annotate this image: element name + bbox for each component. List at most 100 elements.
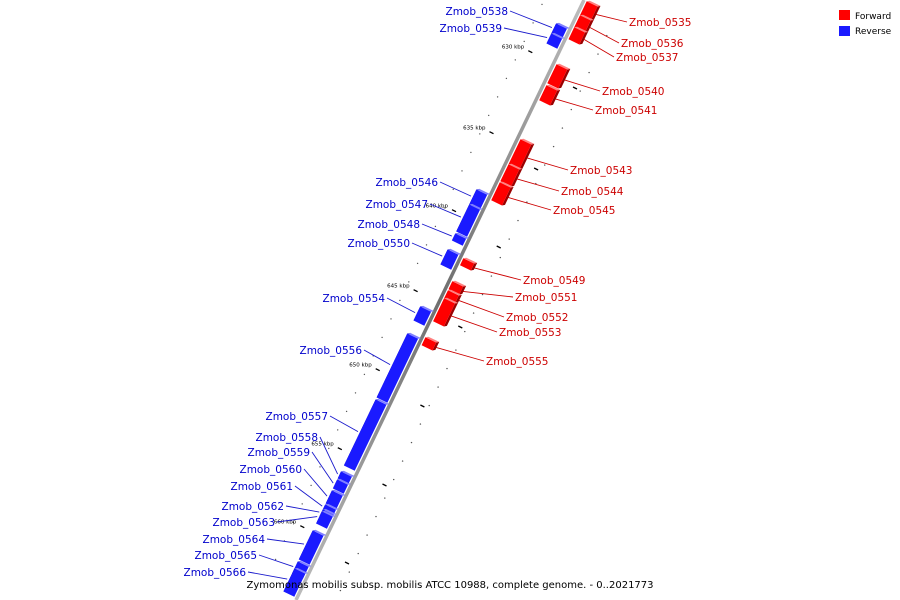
gene-label[interactable]: Zmob_0550 bbox=[348, 238, 410, 250]
gene-top bbox=[337, 478, 351, 485]
gene-zmob_0566[interactable] bbox=[283, 567, 309, 597]
gene-label[interactable]: Zmob_0549 bbox=[523, 275, 585, 287]
gene-label[interactable]: Zmob_0561 bbox=[231, 481, 293, 493]
gene-label[interactable]: Zmob_0556 bbox=[300, 345, 363, 357]
minor-tick bbox=[381, 336, 383, 339]
gene-label[interactable]: Zmob_0551 bbox=[515, 292, 577, 304]
gene-face bbox=[322, 504, 336, 515]
gene-label[interactable]: Zmob_0565 bbox=[195, 550, 257, 562]
gene-label[interactable]: Zmob_0539 bbox=[440, 23, 502, 35]
gene-zmob_0557[interactable] bbox=[343, 398, 390, 471]
gene-face bbox=[325, 490, 343, 509]
gene-zmob_0559[interactable] bbox=[332, 478, 351, 494]
gene-label[interactable]: Zmob_0558 bbox=[256, 432, 318, 444]
gene-side bbox=[432, 341, 440, 351]
leader-line bbox=[555, 98, 594, 111]
gene-label[interactable]: Zmob_0559 bbox=[248, 447, 310, 459]
gene-top bbox=[574, 26, 588, 33]
gene-zmob_0555[interactable] bbox=[421, 336, 440, 351]
gene-label[interactable]: Zmob_0536 bbox=[621, 38, 684, 50]
minor-tick bbox=[437, 386, 439, 388]
gene-label[interactable]: Zmob_0545 bbox=[553, 205, 615, 217]
minor-tick bbox=[328, 447, 330, 450]
gene-zmob_0547[interactable] bbox=[456, 203, 483, 237]
minor-tick bbox=[532, 22, 534, 24]
minor-tick bbox=[579, 90, 581, 92]
gene-zmob_0548[interactable] bbox=[451, 232, 470, 246]
gene-top bbox=[444, 297, 458, 304]
gene-zmob_0563[interactable] bbox=[316, 510, 336, 529]
gene-face bbox=[337, 471, 352, 484]
gene-zmob_0545[interactable] bbox=[491, 181, 514, 206]
gene-face bbox=[343, 399, 387, 471]
gene-zmob_0541[interactable] bbox=[539, 84, 561, 106]
leader-line bbox=[411, 242, 443, 257]
gene-zmob_0549[interactable] bbox=[460, 257, 478, 271]
gene-top bbox=[331, 489, 346, 496]
legend-reverse-label: Reverse bbox=[855, 27, 892, 37]
gene-zmob_0539[interactable] bbox=[546, 32, 566, 49]
gene-label[interactable]: Zmob_0562 bbox=[222, 501, 284, 513]
gene-side bbox=[519, 143, 535, 170]
gene-label[interactable]: Zmob_0563 bbox=[213, 517, 275, 529]
gene-zmob_0552[interactable] bbox=[444, 289, 462, 304]
leader-line bbox=[266, 538, 305, 545]
gene-zmob_0550[interactable] bbox=[440, 248, 462, 270]
minor-tick bbox=[455, 349, 457, 351]
major-tick bbox=[300, 525, 305, 529]
minor-tick bbox=[588, 71, 590, 74]
gene-label[interactable]: Zmob_0537 bbox=[616, 52, 678, 64]
gene-zmob_0556[interactable] bbox=[376, 332, 422, 403]
gene-zmob_0551[interactable] bbox=[448, 280, 467, 295]
gene-label[interactable]: Zmob_0557 bbox=[266, 411, 328, 423]
leader-line bbox=[421, 223, 452, 237]
gene-top bbox=[407, 332, 422, 339]
gene-label[interactable]: Zmob_0535 bbox=[629, 17, 691, 29]
minor-tick bbox=[425, 244, 428, 246]
gene-zmob_0561[interactable] bbox=[322, 503, 339, 515]
gene-label[interactable]: Zmob_0547 bbox=[366, 199, 428, 211]
gene-label[interactable]: Zmob_0552 bbox=[506, 312, 568, 324]
gene-label[interactable]: Zmob_0538 bbox=[446, 6, 508, 18]
minor-tick bbox=[319, 466, 321, 468]
gene-face bbox=[448, 281, 464, 295]
genome-backbone bbox=[294, 0, 586, 600]
gene-zmob_0560[interactable] bbox=[325, 489, 346, 509]
gene-label[interactable]: Zmob_0555 bbox=[486, 356, 548, 368]
gene-zmob_0544[interactable] bbox=[500, 163, 523, 187]
gene-zmob_0558[interactable] bbox=[337, 470, 355, 484]
gene-label[interactable]: Zmob_0544 bbox=[561, 186, 624, 198]
leader-line bbox=[311, 451, 334, 484]
gene-label[interactable]: Zmob_0564 bbox=[203, 534, 266, 546]
gene-face bbox=[440, 249, 459, 270]
major-tick bbox=[451, 209, 457, 213]
gene-zmob_0564[interactable] bbox=[298, 529, 327, 565]
gene-top bbox=[312, 529, 327, 536]
gene-zmob_0543[interactable] bbox=[508, 138, 535, 170]
gene-side bbox=[590, 5, 601, 21]
gene-zmob_0554[interactable] bbox=[413, 305, 435, 326]
gene-zmob_0553[interactable] bbox=[433, 297, 458, 327]
gene-top bbox=[520, 138, 535, 145]
gene-label[interactable]: Zmob_0554 bbox=[323, 293, 386, 305]
tick-label: 660 kbp bbox=[274, 520, 297, 526]
gene-top bbox=[325, 503, 339, 510]
gene-label[interactable]: Zmob_0540 bbox=[602, 86, 664, 98]
gene-label[interactable]: Zmob_0546 bbox=[376, 177, 439, 189]
leader-line bbox=[503, 27, 548, 39]
gene-label[interactable]: Zmob_0548 bbox=[358, 219, 420, 231]
gene-label[interactable]: Zmob_0566 bbox=[184, 567, 247, 579]
gene-label[interactable]: Zmob_0541 bbox=[595, 105, 657, 117]
minor-tick bbox=[401, 460, 404, 462]
gene-zmob_0540[interactable] bbox=[547, 63, 571, 89]
gene-label[interactable]: Zmob_0553 bbox=[499, 327, 561, 339]
gene-side bbox=[579, 31, 588, 45]
gene-label[interactable]: Zmob_0560 bbox=[240, 464, 302, 476]
minor-tick bbox=[446, 367, 448, 370]
gene-label[interactable]: Zmob_0543 bbox=[570, 165, 632, 177]
gene-zmob_0537[interactable] bbox=[568, 26, 589, 45]
major-tick bbox=[496, 245, 501, 249]
gene-top bbox=[476, 188, 491, 195]
gene-top bbox=[546, 84, 561, 91]
